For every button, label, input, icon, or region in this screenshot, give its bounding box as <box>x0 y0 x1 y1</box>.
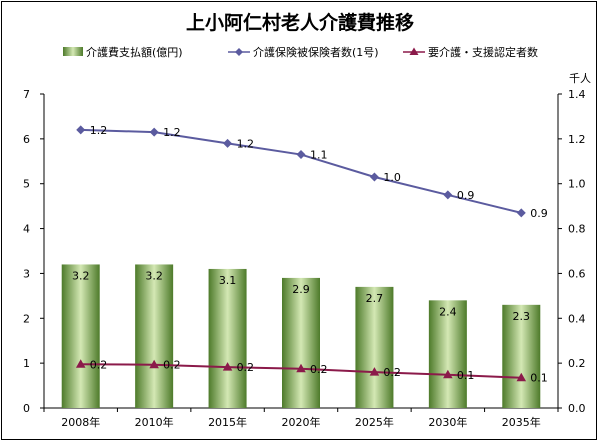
insured-point <box>149 127 159 137</box>
right-tick-label: 0.8 <box>568 223 586 236</box>
right-tick-label: 0.2 <box>568 357 586 370</box>
insured-data-label: 1.0 <box>383 171 401 184</box>
certified-point <box>149 359 159 369</box>
right-tick-label: 1.2 <box>568 133 586 146</box>
bar-series: 3.2 3.2 3.1 2.9 2.7 2.4 2.3 <box>61 264 541 408</box>
x-tick-label: 2035年 <box>502 415 541 429</box>
certified-data-label: 0.2 <box>310 363 328 376</box>
certified-data-label: 0.2 <box>237 361 255 374</box>
certified-point <box>443 369 453 379</box>
bar-data-label: 3.2 <box>145 269 163 282</box>
insured-point <box>76 125 86 135</box>
x-tick-label: 2010年 <box>135 415 174 429</box>
insured-point <box>296 150 306 160</box>
left-tick-label: 7 <box>23 88 30 101</box>
left-tick-label: 3 <box>23 267 30 280</box>
bar <box>355 286 394 408</box>
certified-point <box>369 367 380 376</box>
bar-data-label: 3.1 <box>219 274 237 287</box>
left-tick-label: 0 <box>23 402 30 415</box>
x-tick-label: 2015年 <box>208 415 247 429</box>
right-tick-label: 0.4 <box>568 312 586 325</box>
bar-data-label: 2.3 <box>513 310 531 323</box>
bar-data-label: 2.4 <box>439 305 457 318</box>
x-tick-label: 2008年 <box>61 415 100 429</box>
chart-title: 上小阿仁村老人介護費推移 <box>186 11 414 34</box>
insured-point <box>443 190 453 200</box>
insured-data-label: 0.9 <box>530 207 548 220</box>
bar <box>135 264 174 408</box>
bar <box>428 300 467 408</box>
certified-point <box>296 363 306 373</box>
left-tick-label: 5 <box>23 178 30 191</box>
certified-data-label: 0.1 <box>457 369 475 382</box>
insured-point <box>369 172 379 182</box>
insured-line <box>80 128 522 214</box>
bar-data-label: 2.9 <box>292 283 310 296</box>
certified-point <box>516 372 527 382</box>
legend-marker-certified <box>409 47 419 55</box>
right-tick-label: 0.6 <box>568 267 586 280</box>
legend-label-certified: 要介護・支援認定者数 <box>428 45 538 59</box>
certified-point <box>75 359 86 368</box>
left-tick-label: 4 <box>23 223 30 236</box>
insured-point <box>516 208 526 218</box>
x-tick-label: 2030年 <box>428 415 467 429</box>
legend-label-insured: 介護保険被保険者数(1号) <box>253 45 379 59</box>
legend-marker-insured <box>235 48 243 56</box>
left-tick-label: 6 <box>23 133 30 146</box>
insured-data-label: 1.2 <box>237 137 255 150</box>
certified-point <box>222 362 233 371</box>
legend: 介護費支払額(億円) 介護保険被保険者数(1号) 要介護・支援認定者数 <box>63 45 538 59</box>
certified-data-label: 0.2 <box>90 358 108 371</box>
bar <box>502 304 541 408</box>
right-tick-label: 0.0 <box>568 402 586 415</box>
line-series: 1.2 1.2 1.2 1.1 1.0 0.9 0.9 0.2 0.2 0.2 0.2 0.2 0.1 0… <box>75 124 548 385</box>
insured-data-label: 0.9 <box>457 189 475 202</box>
certified-data-label: 0.1 <box>530 372 548 385</box>
x-tick-label: 2025年 <box>355 415 394 429</box>
insured-point <box>223 138 233 148</box>
legend-swatch-bars <box>63 47 83 56</box>
insured-data-label: 1.1 <box>310 149 328 162</box>
left-tick-label: 1 <box>23 357 30 370</box>
right-tick-label: 1.4 <box>568 88 586 101</box>
right-axis-unit: 千人 <box>569 72 591 85</box>
x-tick-label: 2020年 <box>282 415 321 429</box>
insured-data-label: 1.2 <box>163 126 181 139</box>
insured-data-label: 1.2 <box>90 124 108 137</box>
bar <box>61 264 100 408</box>
certified-data-label: 0.2 <box>383 366 401 379</box>
certified-data-label: 0.2 <box>163 359 181 372</box>
bar-data-label: 3.2 <box>72 269 90 282</box>
left-tick-label: 2 <box>23 312 30 325</box>
right-tick-label: 1.0 <box>568 178 586 191</box>
legend-label-bars: 介護費支払額(億円) <box>86 45 183 59</box>
bar-data-label: 2.7 <box>366 292 384 305</box>
axes: 0 1 2 3 4 5 6 7 0.0 0.2 0.4 0.6 0.8 1.0 1.2 1.4 千人 2008年 2… <box>23 72 591 429</box>
bar <box>282 277 320 408</box>
bar <box>208 268 247 408</box>
